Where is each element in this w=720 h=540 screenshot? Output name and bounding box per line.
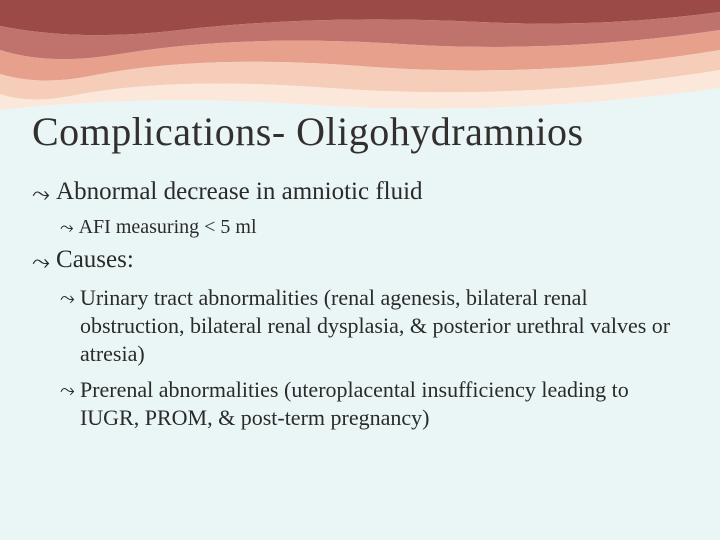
bullet-item-level1: ⤳ Causes:	[32, 246, 688, 278]
bullet-text: Prerenal abnormalities (uteroplacental i…	[80, 376, 688, 432]
bullet-item-level1: ⤳ Abnormal decrease in amniotic fluid	[32, 178, 688, 210]
bullet-glyph-icon: ⤳	[60, 284, 75, 311]
bullet-glyph-icon: ⤳	[32, 246, 50, 278]
bullet-text: Causes:	[56, 246, 688, 274]
bullet-item-level2: ⤳ Prerenal abnormalities (uteroplacental…	[60, 376, 688, 432]
bullet-item-level2: ⤳ Urinary tract abnormalities (renal age…	[60, 284, 688, 368]
bullet-glyph-icon: ⤳	[60, 216, 74, 241]
bullet-glyph-icon: ⤳	[60, 376, 75, 403]
bullet-item-level2: ⤳ AFI measuring < 5 ml	[60, 216, 688, 241]
bullet-text: AFI measuring < 5 ml	[79, 216, 688, 239]
header-wave-decoration	[0, 0, 720, 110]
slide-title: Complications- Oligohydramnios	[32, 108, 584, 155]
bullet-text: Urinary tract abnormalities (renal agene…	[80, 284, 688, 368]
bullet-text: Abnormal decrease in amniotic fluid	[56, 178, 688, 206]
bullet-glyph-icon: ⤳	[32, 178, 50, 210]
wave-svg	[0, 0, 720, 110]
slide-content: ⤳ Abnormal decrease in amniotic fluid ⤳ …	[32, 178, 688, 440]
